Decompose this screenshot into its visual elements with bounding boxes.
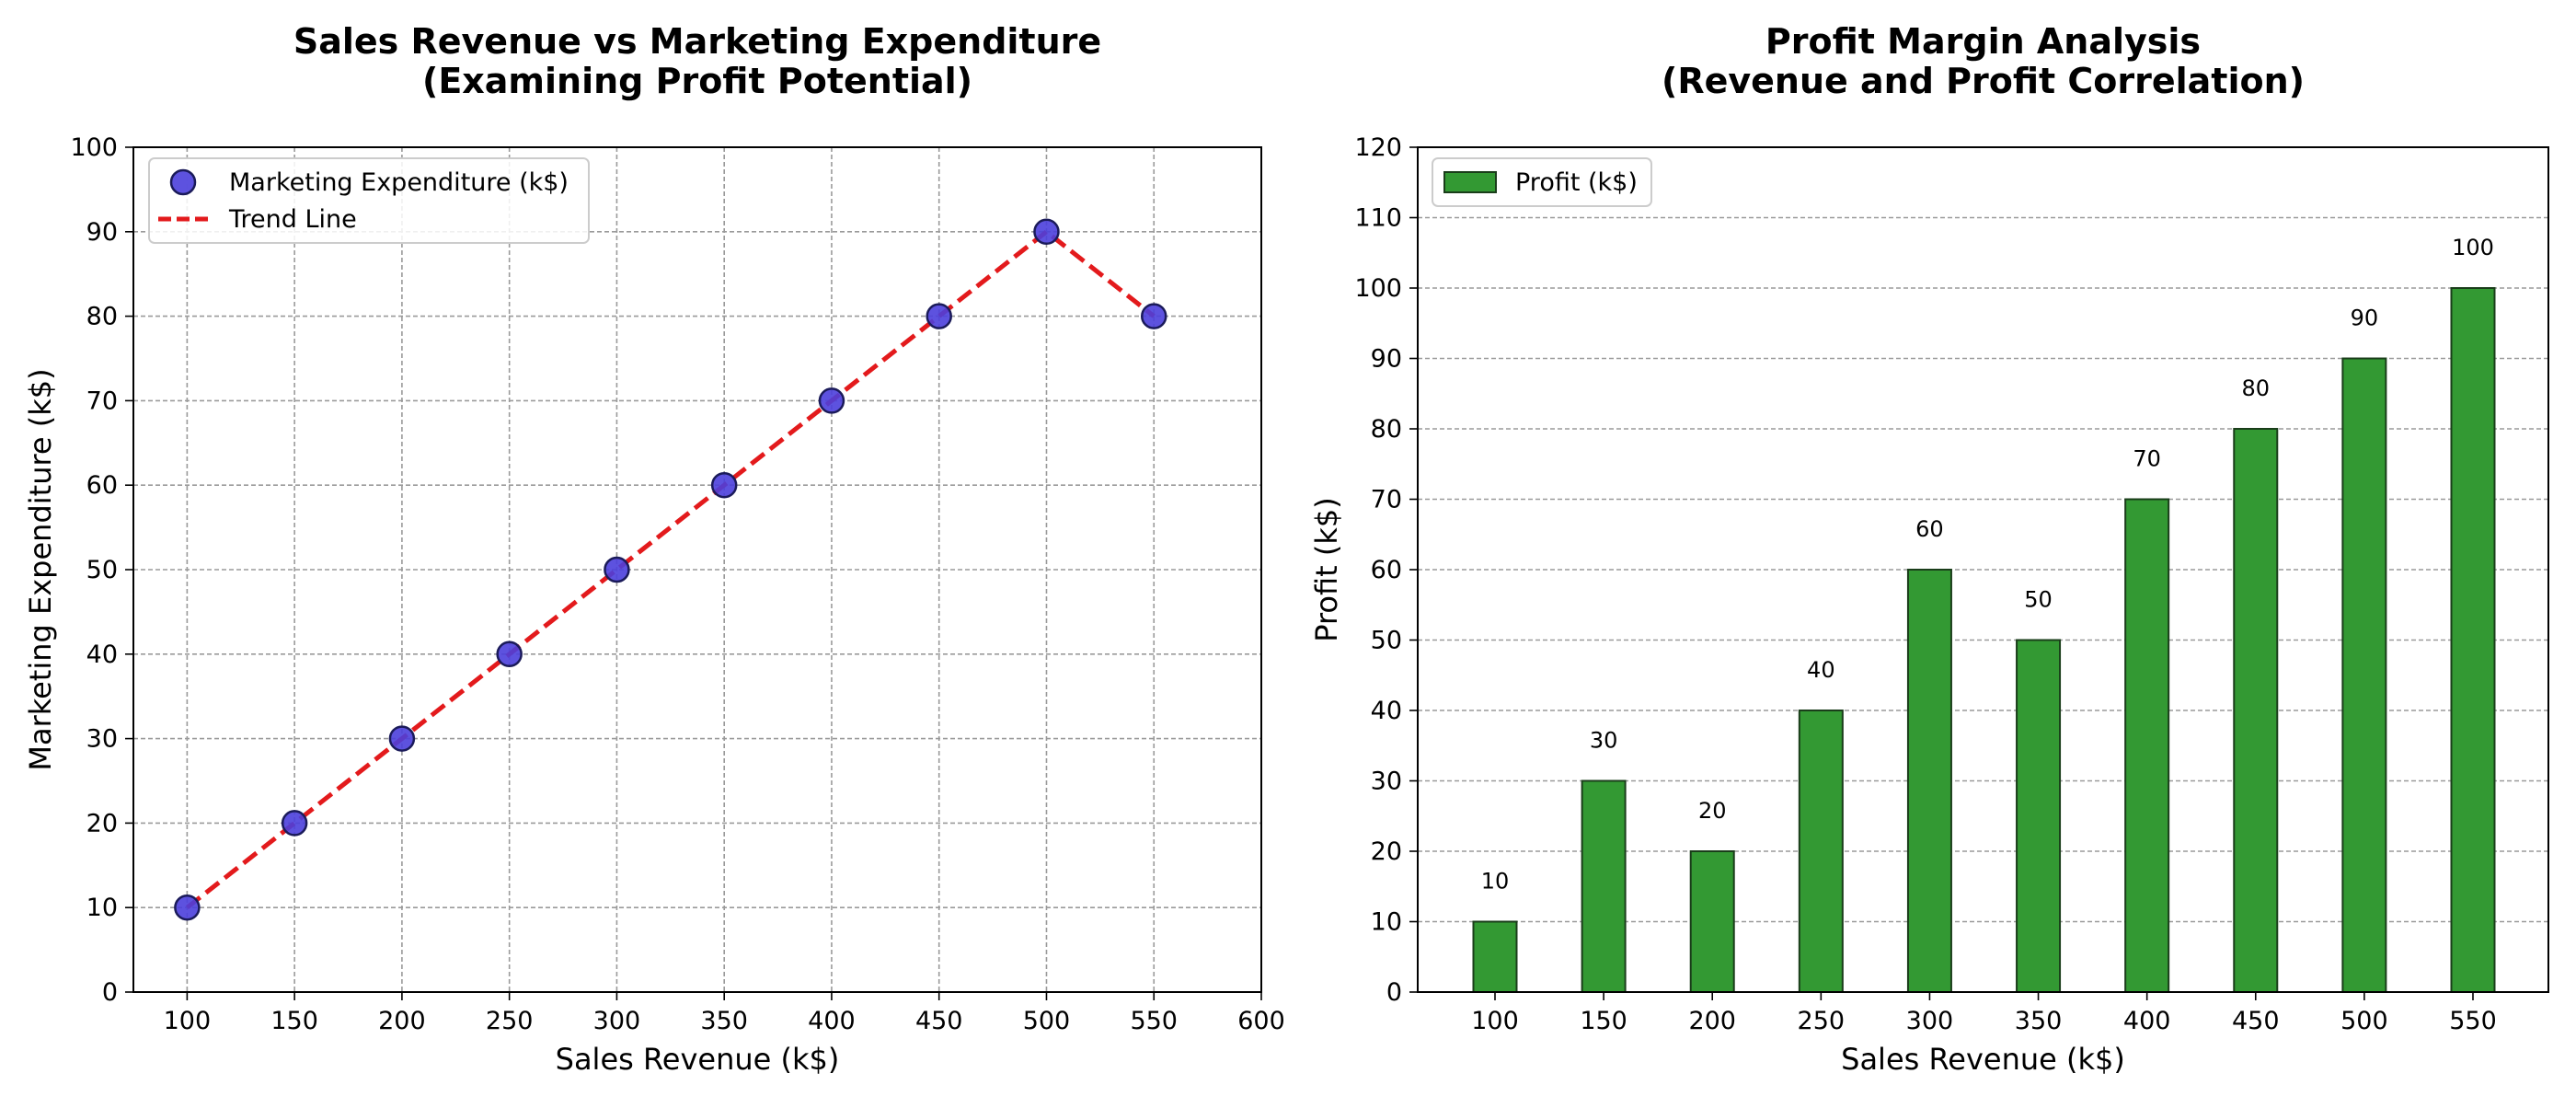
y-tick-label: 90 bbox=[1371, 345, 1402, 374]
legend-box bbox=[148, 157, 590, 244]
bar bbox=[1689, 850, 1735, 993]
bar-data-label: 10 bbox=[1481, 869, 1510, 894]
bar-data-label: 20 bbox=[1698, 798, 1727, 824]
bar-data-label: 30 bbox=[1590, 728, 1618, 754]
bar-data-label: 50 bbox=[2024, 587, 2053, 613]
legend-marker-bar bbox=[1443, 171, 1497, 193]
chart-right: Profit Margin Analysis (Revenue and Profi… bbox=[1309, 21, 2549, 1077]
x-axis-label: Sales Revenue (k$) bbox=[1841, 1042, 2125, 1077]
scatter-point bbox=[496, 641, 523, 668]
chart-left: Sales Revenue vs Marketing Expenditure (E… bbox=[23, 21, 1285, 1077]
y-axis-label: Marketing Expenditure (k$) bbox=[23, 368, 58, 770]
bar bbox=[2016, 639, 2062, 993]
x-tick-label: 550 bbox=[2449, 1007, 2497, 1035]
y-tick-label: 80 bbox=[86, 303, 118, 331]
scatter-point bbox=[926, 303, 952, 329]
x-tick-label: 450 bbox=[2232, 1007, 2280, 1035]
y-tick-label: 10 bbox=[86, 894, 118, 922]
y-tick-label: 70 bbox=[86, 387, 118, 415]
legend-label-trend: Trend Line bbox=[228, 205, 357, 234]
scatter-point bbox=[604, 556, 630, 583]
plot-frame bbox=[132, 146, 1262, 993]
x-tick-label: 450 bbox=[915, 1007, 963, 1035]
x-tick-label: 550 bbox=[1130, 1007, 1178, 1035]
bar bbox=[1581, 779, 1627, 993]
x-tick-label: 100 bbox=[164, 1007, 212, 1035]
scatter-point bbox=[388, 725, 416, 752]
x-tick-label: 500 bbox=[2340, 1007, 2388, 1035]
y-tick-label: 70 bbox=[1371, 486, 1402, 514]
legend-label-scatter: Marketing Expenditure (k$) bbox=[229, 168, 569, 197]
bar bbox=[2124, 498, 2170, 993]
y-tick-label: 30 bbox=[1371, 768, 1402, 796]
trend-line bbox=[185, 228, 1156, 910]
y-tick-label: 100 bbox=[1354, 274, 1402, 303]
y-tick-label: 10 bbox=[1371, 908, 1402, 937]
plot-frame bbox=[1417, 146, 2549, 993]
bar bbox=[1798, 710, 1844, 993]
x-tick-label: 150 bbox=[270, 1007, 318, 1035]
legend-marker-scatter bbox=[169, 168, 197, 196]
x-tick-label: 200 bbox=[378, 1007, 426, 1035]
bar bbox=[2233, 428, 2279, 993]
x-tick-label: 500 bbox=[1023, 1007, 1071, 1035]
x-tick-label: 350 bbox=[2015, 1007, 2063, 1035]
bar-data-label: 100 bbox=[2452, 235, 2494, 260]
x-tick-label: 200 bbox=[1688, 1007, 1736, 1035]
y-tick-label: 90 bbox=[86, 218, 118, 247]
scatter-point bbox=[710, 471, 738, 499]
scatter-point bbox=[281, 810, 308, 837]
y-tick-label: 110 bbox=[1354, 204, 1402, 233]
x-tick-label: 100 bbox=[1471, 1007, 1519, 1035]
x-tick-label: 300 bbox=[1906, 1007, 1954, 1035]
x-tick-label: 350 bbox=[700, 1007, 748, 1035]
y-tick-label: 60 bbox=[86, 471, 118, 500]
bar-data-label: 80 bbox=[2242, 375, 2271, 401]
y-tick-label: 20 bbox=[86, 809, 118, 837]
scatter-point bbox=[818, 387, 845, 414]
legend-label-profit: Profit (k$) bbox=[1515, 168, 1638, 197]
y-tick-label: 20 bbox=[1371, 837, 1402, 866]
y-tick-label: 30 bbox=[86, 725, 118, 754]
chart-right-title: Profit Margin Analysis (Revenue and Profi… bbox=[1662, 21, 2305, 101]
chart-left-title: Sales Revenue vs Marketing Expenditure (E… bbox=[293, 21, 1101, 101]
x-tick-label: 150 bbox=[1580, 1007, 1627, 1035]
x-tick-label: 300 bbox=[593, 1007, 641, 1035]
y-tick-label: 50 bbox=[1371, 627, 1402, 655]
x-tick-label: 400 bbox=[2123, 1007, 2171, 1035]
x-tick-label: 250 bbox=[1798, 1007, 1846, 1035]
x-axis-label: Sales Revenue (k$) bbox=[556, 1042, 840, 1077]
x-tick-label: 250 bbox=[486, 1007, 534, 1035]
bar-data-label: 40 bbox=[1807, 657, 1835, 683]
legend-right: Profit (k$) bbox=[1432, 157, 1652, 207]
bar-data-label: 70 bbox=[2133, 446, 2161, 472]
y-tick-label: 60 bbox=[1371, 556, 1402, 584]
bar bbox=[1472, 920, 1518, 993]
scatter-point bbox=[1140, 303, 1167, 329]
y-tick-label: 120 bbox=[1354, 133, 1402, 162]
x-tick-label: 600 bbox=[1237, 1007, 1285, 1035]
y-axis-label: Profit (k$) bbox=[1309, 497, 1344, 642]
legend-left: Marketing Expenditure (k$) Trend Line bbox=[148, 157, 590, 244]
bar bbox=[2341, 357, 2387, 993]
y-tick-label: 0 bbox=[102, 978, 118, 1007]
bar bbox=[1906, 569, 1952, 993]
y-tick-label: 80 bbox=[1371, 415, 1402, 444]
bar bbox=[2450, 287, 2496, 993]
y-tick-label: 0 bbox=[1386, 978, 1402, 1007]
y-tick-label: 40 bbox=[1371, 697, 1402, 725]
scatter-point bbox=[174, 894, 201, 921]
x-tick-label: 400 bbox=[808, 1007, 856, 1035]
y-tick-label: 100 bbox=[70, 133, 118, 162]
y-tick-label: 50 bbox=[86, 556, 118, 584]
bar-data-label: 90 bbox=[2351, 306, 2379, 331]
bar-data-label: 60 bbox=[1915, 516, 1944, 542]
legend-box bbox=[1432, 157, 1652, 207]
y-tick-label: 40 bbox=[86, 641, 118, 669]
scatter-point bbox=[1033, 218, 1060, 246]
